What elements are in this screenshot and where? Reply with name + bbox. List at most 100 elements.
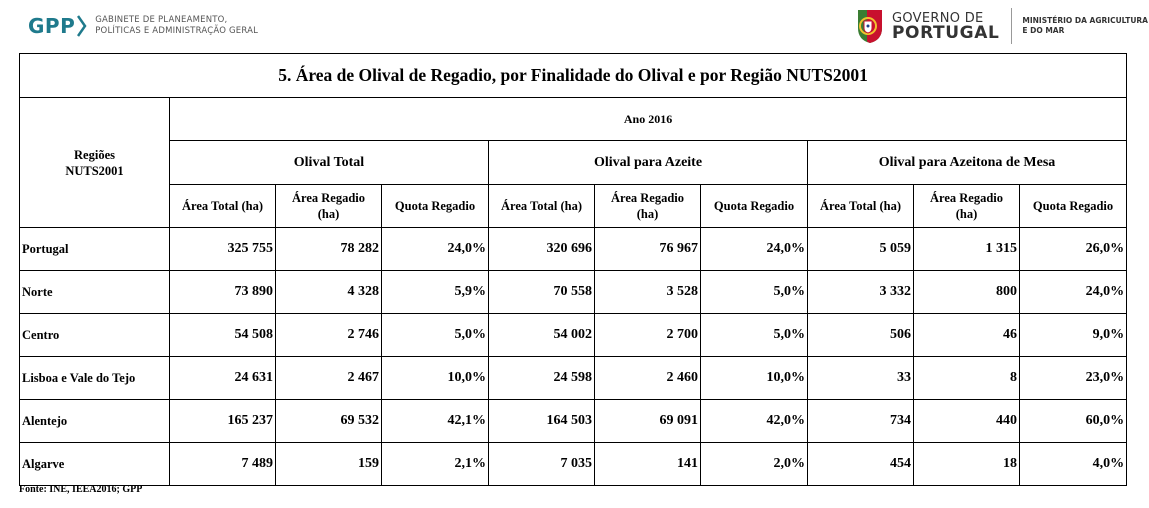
table-row: Algarve 7 489 159 2,1% 7 035 141 2,0% 454 18 4,0% <box>19 442 1128 486</box>
subheader-line1: Área Total (ha) <box>500 199 583 213</box>
chevron-right-icon <box>77 15 87 37</box>
value-cell: 26,0% <box>1018 227 1128 271</box>
government-text: GOVERNO DE PORTUGAL <box>892 11 1000 43</box>
region-column-header: Regiões NUTS2001 <box>19 97 170 228</box>
value-cell: 73 890 <box>169 270 276 314</box>
value-cell: 78 282 <box>275 227 382 271</box>
value-cell: 5,0% <box>700 270 808 314</box>
value-cell: 4,0% <box>1018 442 1128 486</box>
value-cell: 440 <box>913 399 1020 443</box>
table-row: Lisboa e Vale do Tejo 24 631 2 467 10,0% 24 … <box>19 356 1128 400</box>
government-logo: GOVERNO DE PORTUGAL MINISTÉRIO DA AGRICU… <box>856 8 1148 44</box>
table-row: Portugal 325 755 78 282 24,0% 320 696 76 967 2… <box>19 227 1128 271</box>
gpp-logo-mark: GPP <box>28 14 76 38</box>
logo-divider <box>1011 8 1013 44</box>
value-cell: 24,0% <box>1018 270 1128 314</box>
government-line2: PORTUGAL <box>892 23 1000 43</box>
subheader-line1: Área Total (ha) <box>819 199 902 213</box>
subheader-row: Área Total (ha) Área Regadio (ha) Quota Reg… <box>20 184 1128 228</box>
subheader-line2: (ha) <box>955 207 978 221</box>
value-cell: 164 503 <box>488 399 595 443</box>
value-cell: 159 <box>275 442 382 486</box>
subheader-line1: Quota Regadio <box>1032 199 1114 213</box>
group-header-olival-total: Olival Total <box>169 140 489 185</box>
value-cell: 454 <box>807 442 914 486</box>
ministry-line2: E DO MAR <box>1022 26 1065 35</box>
ministry-line1: MINISTÉRIO DA AGRICULTURA <box>1022 16 1148 25</box>
subheader-cell: Área Regadio (ha) <box>594 184 701 228</box>
value-cell: 2 700 <box>594 313 701 357</box>
group-header-olival-azeitona-mesa: Olival para Azeitona de Mesa <box>806 140 1128 185</box>
subheader-line2: (ha) <box>636 207 659 221</box>
value-cell: 8 <box>913 356 1020 400</box>
value-cell: 76 967 <box>594 227 701 271</box>
year-header: Ano 2016 <box>168 97 1128 141</box>
region-name-cell: Norte <box>19 270 170 314</box>
value-cell: 3 528 <box>594 270 701 314</box>
region-header-line1: Regiões <box>74 147 115 162</box>
table-row: Norte 73 890 4 328 5,9% 70 558 3 528 5,0% 3 332… <box>19 270 1128 314</box>
region-name-cell: Portugal <box>19 227 170 271</box>
value-cell: 800 <box>913 270 1020 314</box>
value-cell: 320 696 <box>488 227 595 271</box>
value-cell: 24,0% <box>381 227 489 271</box>
value-cell: 7 035 <box>488 442 595 486</box>
subheader-cell: Área Regadio (ha) <box>275 184 382 228</box>
region-name-cell: Lisboa e Vale do Tejo <box>19 356 170 400</box>
value-cell: 2,1% <box>381 442 489 486</box>
value-cell: 24,0% <box>700 227 808 271</box>
region-name-cell: Centro <box>19 313 170 357</box>
value-cell: 5,9% <box>381 270 489 314</box>
page-header: GPP GABINETE DE PLANEAMENTO, POLÍTICAS E… <box>0 0 1149 52</box>
region-header-line2: NUTS2001 <box>65 163 124 178</box>
value-cell: 141 <box>594 442 701 486</box>
subheader-cell: Área Total (ha) <box>488 184 595 228</box>
subheader-cell: Quota Regadio <box>700 184 808 228</box>
value-cell: 69 532 <box>275 399 382 443</box>
value-cell: 1 315 <box>913 227 1020 271</box>
subheader-cell: Área Total (ha) <box>169 184 276 228</box>
value-cell: 69 091 <box>594 399 701 443</box>
value-cell: 734 <box>807 399 914 443</box>
ministry-text: MINISTÉRIO DA AGRICULTURA E DO MAR <box>1022 16 1148 36</box>
value-cell: 5 059 <box>807 227 914 271</box>
value-cell: 24 631 <box>169 356 276 400</box>
portugal-shield-icon <box>858 10 882 43</box>
value-cell: 506 <box>807 313 914 357</box>
value-cell: 24 598 <box>488 356 595 400</box>
table-body: Portugal 325 755 78 282 24,0% 320 696 76 967 2… <box>19 227 1128 486</box>
value-cell: 2 460 <box>594 356 701 400</box>
gpp-logo-line1: GABINETE DE PLANEAMENTO, <box>95 15 228 25</box>
subheader-line1: Quota Regadio <box>713 199 795 213</box>
value-cell: 325 755 <box>169 227 276 271</box>
gpp-logo-line2: POLÍTICAS E ADMINISTRAÇÃO GERAL <box>95 26 259 36</box>
subheader-line1: Quota Regadio <box>394 199 476 213</box>
value-cell: 3 332 <box>807 270 914 314</box>
value-cell: 54 508 <box>169 313 276 357</box>
subheader-cell: Área Total (ha) <box>807 184 914 228</box>
value-cell: 2 467 <box>275 356 382 400</box>
table-row: Centro 54 508 2 746 5,0% 54 002 2 700 5,0% 506 4… <box>19 313 1128 357</box>
value-cell: 42,0% <box>700 399 808 443</box>
group-header-olival-azeite: Olival para Azeite <box>488 140 808 185</box>
region-name-cell: Alentejo <box>19 399 170 443</box>
subheader-cell: Quota Regadio <box>381 184 489 228</box>
subheader-cell: Quota Regadio <box>1018 184 1128 228</box>
value-cell: 23,0% <box>1018 356 1128 400</box>
government-line1: GOVERNO DE <box>892 11 984 26</box>
value-cell: 54 002 <box>488 313 595 357</box>
region-name-cell: Algarve <box>19 442 170 486</box>
value-cell: 70 558 <box>488 270 595 314</box>
olive-irrigation-table: 5. Área de Olival de Regadio, por Finali… <box>18 53 1128 486</box>
gpp-logo: GPP GABINETE DE PLANEAMENTO, POLÍTICAS E… <box>28 14 258 38</box>
value-cell: 10,0% <box>700 356 808 400</box>
source-note: Fonte: INE, IEEA2016; GPP <box>19 484 143 495</box>
value-cell: 46 <box>913 313 1020 357</box>
subheader-line1: Área Regadio <box>291 191 366 205</box>
value-cell: 2 746 <box>275 313 382 357</box>
subheader-cell: Área Regadio (ha) <box>913 184 1020 228</box>
value-cell: 4 328 <box>275 270 382 314</box>
subheader-line2: (ha) <box>317 207 340 221</box>
value-cell: 5,0% <box>381 313 489 357</box>
value-cell: 18 <box>913 442 1020 486</box>
